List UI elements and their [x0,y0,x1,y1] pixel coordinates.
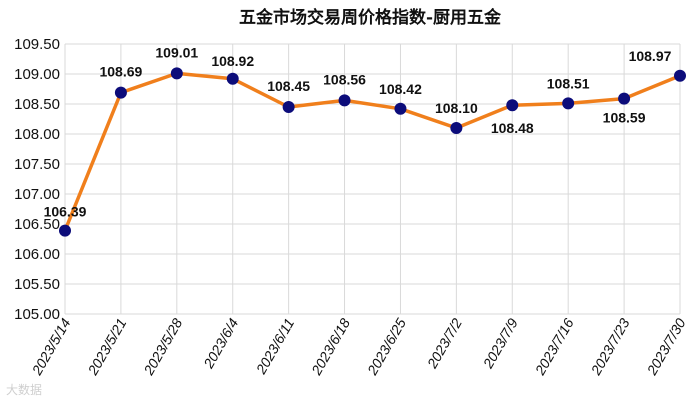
y-tick-label: 107.00 [14,186,60,203]
y-tick-label: 109.50 [14,36,60,53]
y-tick-label: 108.00 [14,126,60,143]
x-tick-label: 2023/6/18 [308,315,354,378]
y-tick-label: 108.50 [14,96,60,113]
data-label: 108.69 [99,64,142,80]
y-tick-label: 106.00 [14,246,60,263]
data-point [450,122,463,134]
x-tick-label: 2023/7/30 [643,315,686,378]
x-tick-label: 2023/6/25 [364,315,410,378]
x-axis: 2023/5/14 2023/5/21 2023/5/28 2023/6/4 2023/… [28,315,686,378]
data-label: 108.59 [603,110,646,126]
data-point [618,92,631,105]
x-tick-label: 2023/5/21 [84,316,130,379]
y-tick-label: 109.00 [14,66,60,83]
x-tick-label: 2023/6/11 [252,316,297,378]
data-labels: 106.39 108.69 109.01 108.92 108.45 108.56 108.… [44,44,672,219]
y-tick-label: 106.50 [14,216,60,233]
data-label: 109.01 [155,44,198,60]
x-tick-label: 2023/6/4 [200,315,242,371]
y-tick-label: 107.50 [14,156,60,173]
data-point [226,72,239,85]
data-point [170,67,183,80]
x-tick-label: 2023/7/16 [531,315,577,378]
x-tick-label: 2023/5/28 [140,315,186,378]
data-point [59,224,71,237]
watermark: 大数据 [6,383,43,397]
data-label: 108.42 [379,81,422,97]
x-tick-label: 2023/5/14 [28,315,74,378]
x-tick-label: 2023/7/9 [479,315,521,371]
chart-title: 五金市场交易周价格指数-厨用五金 [239,7,502,28]
data-label: 106.39 [44,204,87,220]
data-point [114,86,127,99]
data-label: 108.51 [547,75,590,91]
data-point [506,99,519,112]
y-axis: 105.00 105.50 106.00 106.50 107.00 107.50 108.… [14,36,60,323]
data-label: 108.10 [435,100,478,116]
data-label: 108.56 [323,71,366,87]
y-tick-label: 105.00 [14,306,60,323]
y-tick-label: 105.50 [14,276,60,293]
data-point [674,69,686,82]
data-point [562,97,575,110]
data-label: 108.92 [211,53,254,69]
series-line [59,67,686,237]
x-tick-label: 2023/7/23 [587,315,633,378]
x-tick-label: 2023/7/2 [423,315,465,371]
data-point [282,101,295,113]
data-label: 108.45 [267,78,310,94]
data-point [394,102,407,115]
data-label: 108.97 [629,48,672,64]
data-point [338,94,351,107]
data-label: 108.48 [491,120,534,136]
series-polyline [63,71,681,232]
